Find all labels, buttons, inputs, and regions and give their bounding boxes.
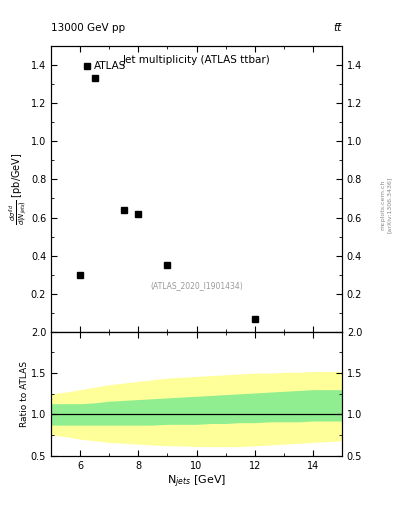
- Text: tt̅: tt̅: [334, 23, 342, 33]
- Legend: ATLAS: ATLAS: [79, 57, 131, 75]
- X-axis label: N$_{jets}$ [GeV]: N$_{jets}$ [GeV]: [167, 473, 226, 489]
- ATLAS: [92, 75, 97, 81]
- Text: Jet multiplicity (ATLAS ttbar): Jet multiplicity (ATLAS ttbar): [123, 55, 270, 65]
- Y-axis label: $\frac{d\sigma^{fid}}{d(N_{jets})}$ [pb/GeV]: $\frac{d\sigma^{fid}}{d(N_{jets})}$ [pb/…: [7, 153, 29, 225]
- Y-axis label: Ratio to ATLAS: Ratio to ATLAS: [20, 361, 29, 427]
- ATLAS: [121, 207, 126, 213]
- ATLAS: [78, 272, 83, 278]
- Line: ATLAS: ATLAS: [77, 75, 258, 323]
- Text: [arXiv:1306.3436]: [arXiv:1306.3436]: [387, 177, 391, 233]
- ATLAS: [136, 210, 141, 217]
- Text: mcplots.cern.ch: mcplots.cern.ch: [381, 180, 386, 230]
- ATLAS: [252, 316, 257, 323]
- Text: 13000 GeV pp: 13000 GeV pp: [51, 23, 125, 33]
- Text: (ATLAS_2020_I1901434): (ATLAS_2020_I1901434): [150, 282, 243, 291]
- ATLAS: [165, 262, 170, 268]
